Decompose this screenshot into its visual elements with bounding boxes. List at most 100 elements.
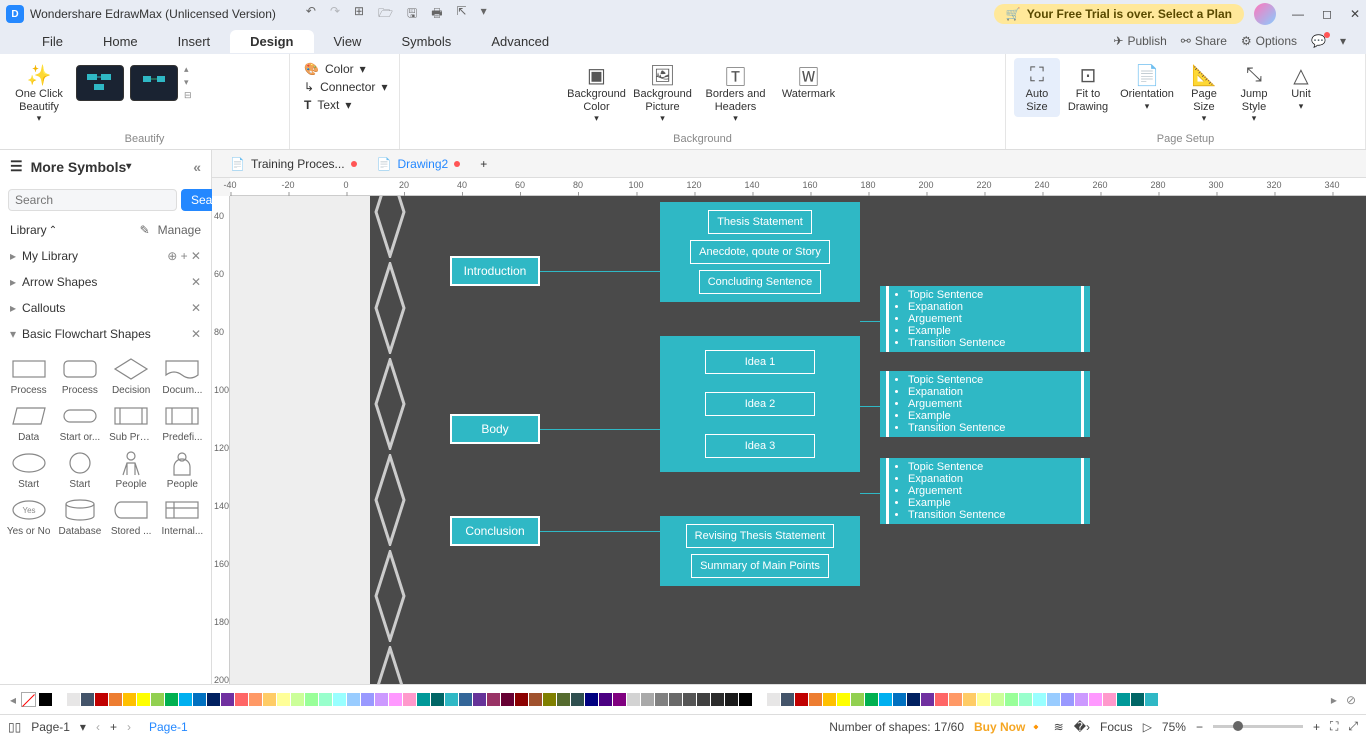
menu-home[interactable]: Home: [83, 30, 158, 53]
shape-process[interactable]: Process: [55, 353, 104, 398]
orientation-button[interactable]: 📄Orientation▾: [1116, 58, 1178, 116]
redo-icon[interactable]: ↷: [330, 4, 340, 25]
color-swatch[interactable]: [1089, 693, 1102, 706]
category-callouts[interactable]: ▸Callouts✕: [0, 295, 211, 321]
color-swatch[interactable]: [151, 693, 164, 706]
color-swatch[interactable]: [459, 693, 472, 706]
color-swatch[interactable]: [81, 693, 94, 706]
color-swatch[interactable]: [907, 693, 920, 706]
watermark-button[interactable]: 🅆Watermark: [778, 58, 840, 105]
color-swatch[interactable]: [319, 693, 332, 706]
color-swatch[interactable]: [473, 693, 486, 706]
shape-docum-[interactable]: Docum...: [158, 353, 207, 398]
collapse-icon[interactable]: «: [193, 159, 201, 175]
box-2[interactable]: Revising Thesis StatementSummary of Main…: [660, 516, 860, 586]
color-swatch[interactable]: [543, 693, 556, 706]
qat-more-icon[interactable]: ▾: [481, 4, 487, 25]
menu-file[interactable]: File: [22, 30, 83, 53]
presentation-icon[interactable]: ▷: [1143, 720, 1152, 734]
shape-database[interactable]: Database: [55, 494, 104, 539]
box-0[interactable]: Thesis StatementAnecdote, qoute or Story…: [660, 202, 860, 302]
color-swatch[interactable]: [991, 693, 1004, 706]
color-swatch[interactable]: [585, 693, 598, 706]
color-swatch[interactable]: [1145, 693, 1158, 706]
no-color-swatch[interactable]: [21, 692, 36, 707]
shape-people[interactable]: People: [158, 447, 207, 492]
category-my-library[interactable]: ▸My Library⊕ + ✕: [0, 243, 211, 269]
edit-icon[interactable]: ✎: [140, 223, 150, 237]
color-swatch[interactable]: [669, 693, 682, 706]
connector-button[interactable]: ↳Connector ▾: [304, 80, 385, 94]
manage-link[interactable]: Manage: [158, 223, 201, 237]
color-swatch[interactable]: [207, 693, 220, 706]
page-tab[interactable]: Page-1: [141, 718, 196, 736]
color-swatch[interactable]: [193, 693, 206, 706]
export-icon[interactable]: ⇱: [457, 4, 467, 25]
color-swatch[interactable]: [977, 693, 990, 706]
doc-tab[interactable]: 📄Drawing2: [367, 153, 471, 175]
theme-thumb-2[interactable]: [130, 65, 178, 101]
color-swatch[interactable]: [963, 693, 976, 706]
page[interactable]: Activate WindowsGo to Settings to activa…: [370, 196, 1366, 684]
color-swatch[interactable]: [417, 693, 430, 706]
layers-icon[interactable]: ≋: [1054, 720, 1064, 734]
shape-decision[interactable]: Decision: [107, 353, 156, 398]
color-swatch[interactable]: [1103, 693, 1116, 706]
color-swatch[interactable]: [95, 693, 108, 706]
color-swatch[interactable]: [767, 693, 780, 706]
color-swatch[interactable]: [515, 693, 528, 706]
borders-headers-button[interactable]: 🅃Borders and Headers▾: [698, 58, 774, 128]
color-swatch[interactable]: [753, 693, 766, 706]
scroll-right-icon[interactable]: ▸: [1327, 693, 1341, 707]
buy-now-link[interactable]: Buy Now 🔸: [974, 720, 1044, 734]
shape-sub-pro-[interactable]: Sub Pro...: [107, 400, 156, 445]
color-swatch[interactable]: [109, 693, 122, 706]
color-swatch[interactable]: [739, 693, 752, 706]
doc-tab[interactable]: 📄Training Proces...: [220, 153, 367, 175]
node-intro[interactable]: Introduction: [450, 256, 540, 286]
color-swatch[interactable]: [655, 693, 668, 706]
color-swatch[interactable]: [221, 693, 234, 706]
color-swatch[interactable]: [557, 693, 570, 706]
color-swatch[interactable]: [1047, 693, 1060, 706]
focus-label[interactable]: Focus: [1100, 720, 1133, 734]
unit-button[interactable]: △Unit▾: [1280, 58, 1322, 116]
color-swatch[interactable]: [403, 693, 416, 706]
menu-view[interactable]: View: [314, 30, 382, 53]
close-icon[interactable]: ✕: [1350, 7, 1360, 21]
color-swatch[interactable]: [235, 693, 248, 706]
list-1[interactable]: Topic SentenceExpanationArguementExample…: [880, 371, 1090, 437]
box-1[interactable]: Idea 1Idea 2Idea 3: [660, 336, 860, 472]
menu-design[interactable]: Design: [230, 30, 313, 53]
color-none-icon[interactable]: ⊘: [1342, 693, 1360, 707]
zoom-out-icon[interactable]: −: [1196, 720, 1203, 734]
page-size-button[interactable]: 📐Page Size▾: [1180, 58, 1228, 128]
undo-icon[interactable]: ↶: [306, 4, 316, 25]
page-select[interactable]: Page-1: [31, 720, 70, 734]
fullscreen-icon[interactable]: ⤢: [1348, 719, 1358, 734]
page-add-icon[interactable]: +: [110, 720, 117, 734]
color-swatch[interactable]: [529, 693, 542, 706]
theme-prev-icon[interactable]: ▴: [184, 64, 192, 75]
color-swatch[interactable]: [795, 693, 808, 706]
search-input[interactable]: [8, 189, 177, 211]
shape-stored-[interactable]: Stored ...: [107, 494, 156, 539]
trial-banner[interactable]: 🛒 Your Free Trial is over. Select a Plan: [994, 4, 1244, 24]
menu-more-icon[interactable]: ▾: [1340, 34, 1346, 48]
zoom-in-icon[interactable]: +: [1313, 720, 1320, 734]
color-swatch[interactable]: [1005, 693, 1018, 706]
color-swatch[interactable]: [431, 693, 444, 706]
publish-button[interactable]: ✈ Publish: [1113, 34, 1166, 48]
color-swatch[interactable]: [137, 693, 150, 706]
library-label[interactable]: Library: [10, 223, 47, 237]
fit-drawing-button[interactable]: ⊡Fit to Drawing: [1062, 58, 1114, 117]
zoom-slider[interactable]: [1213, 725, 1303, 728]
list-2[interactable]: Topic SentenceExpanationArguementExample…: [880, 458, 1090, 524]
color-swatch[interactable]: [389, 693, 402, 706]
color-swatch[interactable]: [333, 693, 346, 706]
color-swatch[interactable]: [165, 693, 178, 706]
share-button[interactable]: ⚯ Share: [1181, 34, 1227, 48]
color-swatch[interactable]: [487, 693, 500, 706]
fit-page-icon[interactable]: ⛶: [1330, 719, 1338, 734]
color-swatch[interactable]: [865, 693, 878, 706]
